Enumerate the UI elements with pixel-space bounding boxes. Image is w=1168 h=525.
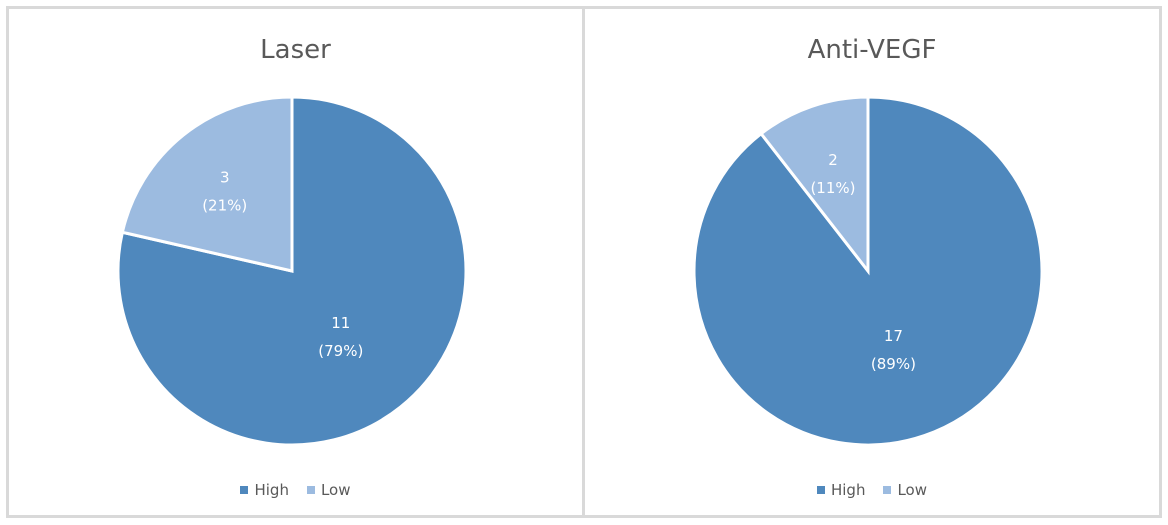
legend-swatch-low [306, 486, 315, 494]
pie-chart-laser: 11 (79%) 3 (21%) [116, 95, 468, 447]
pie-slice-low [759, 95, 870, 276]
legend-swatch-high [816, 486, 825, 494]
pie-panel-laser: Laser 11 (79%) 3 (21%) High Low [9, 9, 582, 515]
legend-label-high: High [254, 481, 289, 499]
legend-swatch-high [240, 486, 249, 494]
data-label-value-high: 17 [884, 327, 903, 345]
legend-item-high: High [816, 481, 866, 499]
chart-title: Laser [260, 35, 331, 65]
chart-title: Anti-VEGF [807, 35, 937, 65]
data-label-value-low: 3 [220, 169, 230, 187]
legend-item-low: Low [306, 481, 351, 499]
legend-label-low: Low [897, 481, 928, 499]
data-label-value-high: 11 [331, 314, 350, 332]
legend-label-low: Low [320, 481, 351, 499]
legend-item-high: High [240, 481, 289, 499]
legend: High Low [585, 481, 1159, 499]
legend-swatch-low [883, 486, 892, 494]
data-label-value-low: 2 [828, 151, 838, 169]
data-label-percent-low: (21%) [202, 197, 247, 215]
legend-label-high: High [830, 481, 866, 499]
legend: High Low [9, 481, 582, 499]
pie-slice-low [120, 95, 294, 273]
data-label-percent-high: (89%) [871, 355, 916, 373]
data-label-percent-high: (79%) [318, 342, 363, 360]
panel-divider [582, 8, 585, 518]
legend-item-low: Low [883, 481, 927, 499]
data-label-percent-low: (11%) [810, 179, 855, 197]
pie-chart-anti-vegf: 17 (89%) 2 (11%) [692, 95, 1044, 447]
pie-panel-anti-vegf: Anti-VEGF 17 (89%) 2 (11%) High Low [585, 9, 1159, 515]
